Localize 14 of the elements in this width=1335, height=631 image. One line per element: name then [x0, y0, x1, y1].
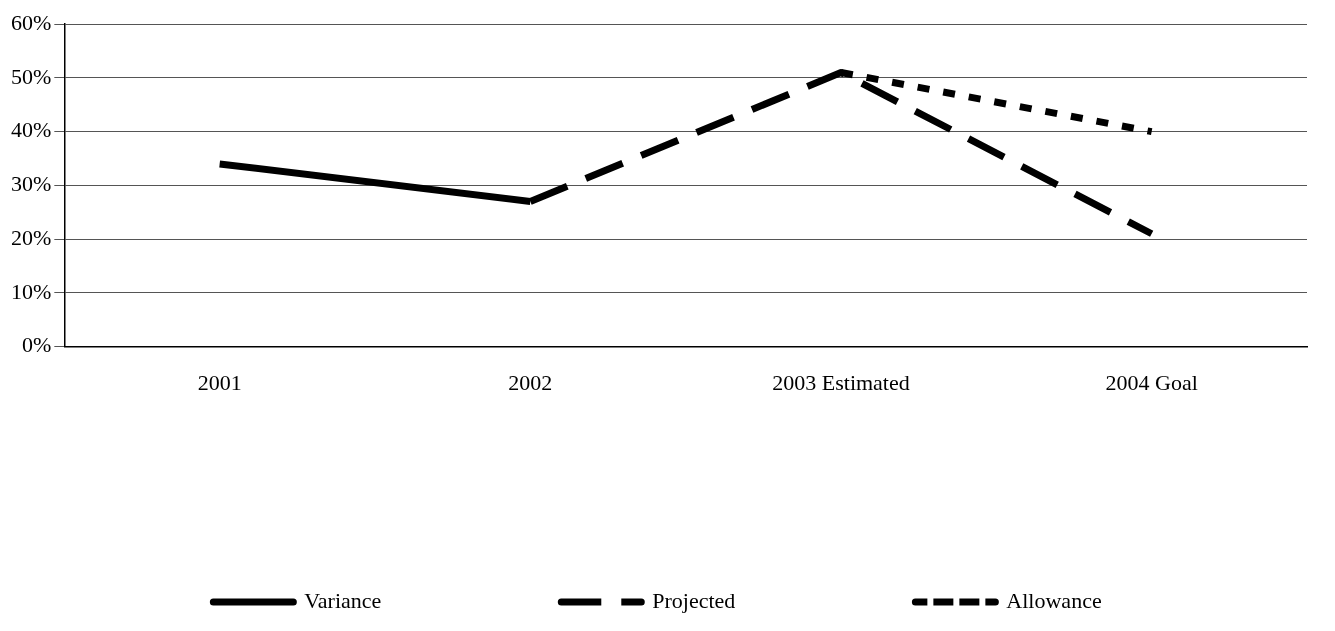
- x-tick-label: 2004 Goal: [1105, 369, 1198, 395]
- y-tick-label: 20%: [11, 224, 52, 250]
- y-tick-label: 0%: [22, 332, 52, 358]
- legend-label: Projected: [652, 587, 736, 613]
- x-tick-label: 2003 Estimated: [772, 369, 910, 395]
- x-tick-label: 2002: [508, 369, 553, 395]
- legend-label: Allowance: [1006, 587, 1102, 613]
- legend-label: Variance: [304, 587, 382, 613]
- y-tick-label: 30%: [11, 171, 52, 197]
- y-tick-label: 10%: [11, 278, 52, 304]
- x-tick-label: 2001: [197, 369, 242, 395]
- y-tick-label: 50%: [11, 63, 52, 89]
- y-tick-label: 40%: [11, 117, 52, 143]
- y-tick-label: 60%: [11, 9, 52, 35]
